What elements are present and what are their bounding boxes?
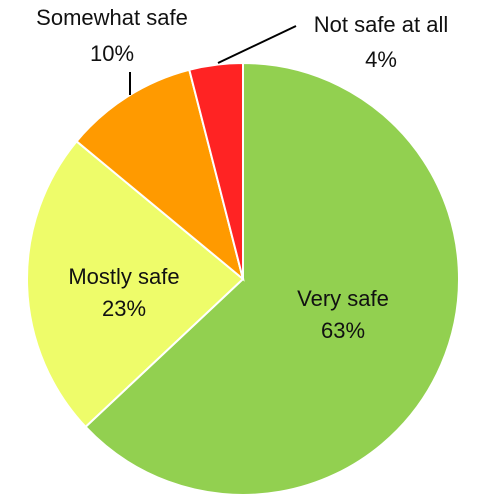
pie-slice-very-safe (84, 61, 460, 495)
label-very-safe-name: Very safe (297, 286, 389, 311)
pie-slice-mostly-safe (26, 139, 245, 429)
label-somewhat-safe-name: Somewhat safe (36, 5, 188, 30)
pie-slice-not-safe-at-all (188, 61, 244, 280)
label-not-safe-value: 4% (365, 47, 397, 72)
pie-slices (26, 61, 460, 495)
label-mostly-safe-name: Mostly safe (68, 264, 179, 289)
label-very-safe-value: 63% (321, 318, 365, 343)
label-not-safe-name: Not safe at all (314, 12, 449, 37)
label-somewhat-safe-value: 10% (90, 41, 134, 66)
pie-slice-somewhat-safe (75, 68, 245, 282)
leader-line-not-safe-at-all (217, 25, 297, 64)
leader-lines (129, 25, 297, 95)
label-mostly-safe-value: 23% (102, 296, 146, 321)
